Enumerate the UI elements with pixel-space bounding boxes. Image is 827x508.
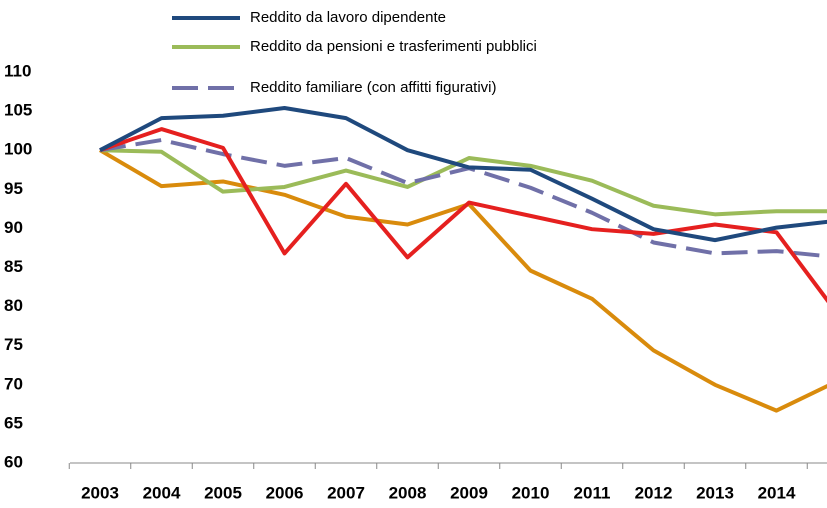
y-tick-label: 85 [4, 257, 23, 276]
y-tick-label: 100 [4, 140, 32, 159]
y-tick-label: 110 [4, 61, 31, 80]
x-tick-label: 2012 [635, 483, 673, 502]
x-tick-label: 2004 [143, 483, 181, 502]
series-line [99, 148, 827, 217]
series-line [99, 105, 827, 243]
y-tick-label: 75 [4, 335, 23, 354]
x-tick-label: 2009 [450, 483, 488, 502]
x-tick-label: 2013 [696, 483, 734, 502]
x-tick-label: 2010 [512, 483, 550, 502]
legend-label: Reddito da lavoro dipendente [250, 9, 446, 26]
y-tick-label: 70 [4, 374, 23, 393]
y-tick-label: 95 [4, 179, 23, 198]
x-tick-label: 2008 [389, 483, 427, 502]
y-tick-label: 60 [4, 452, 23, 471]
y-tick-label: 80 [4, 296, 23, 315]
x-tick-label: 2014 [758, 483, 796, 502]
x-tick-label: 2006 [266, 483, 304, 502]
y-tick-label: 65 [4, 413, 23, 432]
legend-label: Reddito familiare (con affitti figurativ… [250, 79, 497, 96]
x-tick-label: 2007 [327, 483, 365, 502]
series-line [99, 127, 827, 304]
legend-label: Reddito da pensioni e trasferimenti pubb… [250, 38, 537, 55]
x-tick-label: 2003 [81, 483, 119, 502]
x-tick-label: 2005 [204, 483, 242, 502]
x-tick-label: 2011 [574, 483, 611, 502]
y-tick-label: 90 [4, 218, 23, 237]
series-line [98, 148, 827, 413]
y-tick-label: 105 [4, 101, 32, 120]
